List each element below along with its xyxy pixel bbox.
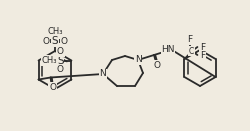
- Text: CH₃: CH₃: [47, 26, 63, 36]
- Text: S: S: [52, 36, 58, 46]
- Text: O: O: [60, 37, 68, 45]
- Text: F: F: [200, 50, 205, 59]
- Text: CH₃: CH₃: [42, 56, 57, 65]
- Text: O: O: [49, 83, 56, 92]
- Text: N: N: [134, 56, 141, 64]
- Text: O: O: [154, 61, 160, 70]
- Text: O: O: [57, 47, 64, 56]
- Text: N: N: [100, 70, 106, 78]
- Text: HN: HN: [161, 45, 175, 54]
- Text: S: S: [57, 56, 64, 66]
- Text: F: F: [187, 36, 192, 45]
- Text: O: O: [42, 37, 50, 45]
- Text: O: O: [57, 65, 64, 74]
- Text: C: C: [189, 47, 194, 56]
- Text: F: F: [200, 42, 205, 51]
